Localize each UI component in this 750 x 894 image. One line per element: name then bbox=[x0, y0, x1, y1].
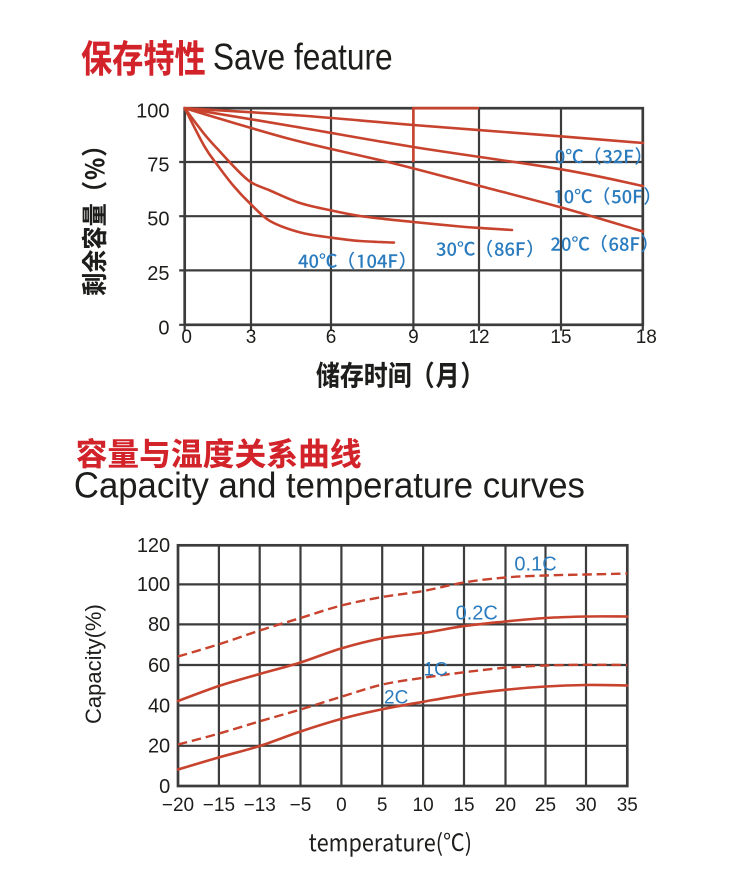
svg-text:80: 80 bbox=[148, 614, 170, 636]
svg-text:Capacity and temperature curve: Capacity and temperature curves bbox=[74, 465, 585, 506]
svg-text:−20: −20 bbox=[162, 795, 194, 816]
svg-text:20: 20 bbox=[495, 795, 516, 816]
svg-text:0.1C: 0.1C bbox=[514, 553, 556, 575]
svg-text:25: 25 bbox=[535, 795, 556, 816]
svg-text:3: 3 bbox=[246, 327, 257, 348]
svg-text:0: 0 bbox=[336, 795, 347, 816]
svg-text:15: 15 bbox=[550, 327, 571, 348]
svg-text:0.2C: 0.2C bbox=[456, 603, 498, 625]
svg-text:−15: −15 bbox=[203, 795, 235, 816]
svg-text:15: 15 bbox=[453, 795, 474, 816]
svg-text:10: 10 bbox=[413, 795, 434, 816]
svg-text:6: 6 bbox=[326, 327, 337, 348]
svg-text:12: 12 bbox=[468, 327, 489, 348]
svg-text:75: 75 bbox=[147, 155, 169, 177]
svg-text:−13: −13 bbox=[244, 795, 276, 816]
svg-text:100: 100 bbox=[137, 574, 170, 596]
svg-text:50: 50 bbox=[147, 209, 169, 231]
svg-text:35: 35 bbox=[617, 795, 638, 816]
svg-text:2C: 2C bbox=[384, 688, 408, 709]
svg-text:−5: −5 bbox=[290, 795, 312, 816]
svg-text:5: 5 bbox=[377, 795, 388, 816]
svg-text:100: 100 bbox=[136, 101, 169, 123]
svg-text:25: 25 bbox=[147, 263, 169, 285]
svg-text:1C: 1C bbox=[424, 660, 448, 681]
svg-text:60: 60 bbox=[148, 655, 170, 677]
svg-text:30: 30 bbox=[575, 795, 596, 816]
svg-text:40: 40 bbox=[148, 695, 170, 717]
svg-text:Save feature: Save feature bbox=[213, 37, 393, 78]
svg-text:18: 18 bbox=[636, 327, 657, 348]
svg-text:120: 120 bbox=[137, 535, 170, 557]
svg-text:0: 0 bbox=[159, 776, 170, 798]
svg-text:20: 20 bbox=[148, 736, 170, 758]
svg-text:9: 9 bbox=[408, 327, 419, 348]
svg-text:0: 0 bbox=[158, 317, 169, 339]
svg-text:0: 0 bbox=[181, 327, 192, 348]
svg-text:Capacity(%): Capacity(%) bbox=[81, 604, 106, 724]
